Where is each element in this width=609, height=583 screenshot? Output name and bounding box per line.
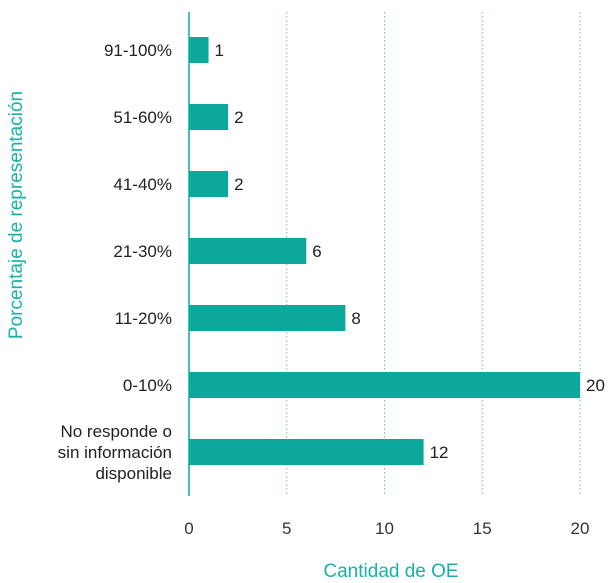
category-label-line: No responde o [60,422,172,441]
category-label-line: 91-100% [104,41,172,60]
category-label-line: 51-60% [113,108,172,127]
x-tick-label: 20 [571,519,590,538]
y-axis-title: Porcentaje de representación [6,91,27,339]
category-label-line: 41-40% [113,175,172,194]
data-label: 1 [215,41,224,60]
x-tick-label: 5 [282,519,291,538]
data-label: 8 [351,309,360,328]
bar [189,37,209,63]
category-label: 91-100% [104,41,172,60]
category-label-line: disponible [95,464,172,483]
category-label-line: 21-30% [113,242,172,261]
bar [189,171,229,197]
grid-lines [286,12,581,496]
category-label: 11-20% [115,309,172,328]
x-tick-label: 15 [473,519,492,538]
category-label: 51-60% [113,108,172,127]
category-label: 41-40% [113,175,172,194]
category-label-line: 0-10% [123,376,172,395]
x-tick-labels: 0 5 10 15 20 [184,519,589,538]
data-label: 20 [586,376,605,395]
category-label-line: 11-20% [115,309,172,328]
data-label: 6 [312,242,321,261]
data-label: 2 [234,175,243,194]
bar [189,305,346,331]
bar [189,238,307,264]
x-tick-label: 10 [375,519,394,538]
category-label: No responde o sin información disponible [58,422,172,483]
x-tick-label: 0 [184,519,193,538]
category-label: 0-10% [123,376,172,395]
bar [189,104,229,130]
data-label: 12 [430,443,449,462]
data-label: 2 [234,108,243,127]
category-label-line: sin información [58,443,172,462]
bar [189,372,580,398]
category-label: 21-30% [113,242,172,261]
x-axis-title: Cantidad de OE [323,561,458,582]
bar [189,439,424,465]
category-labels: 91-100% 51-60% 41-40% 21-30% 11-20% 0-10% No r… [58,41,172,483]
